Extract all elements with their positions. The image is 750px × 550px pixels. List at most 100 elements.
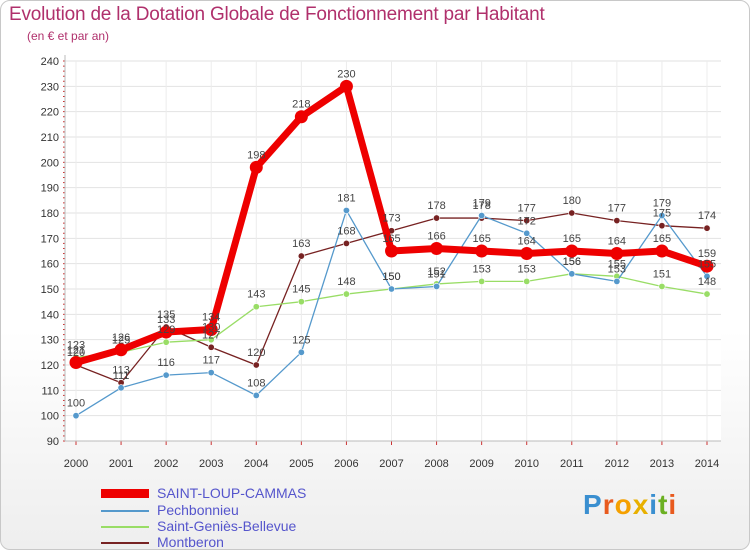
legend-label: Montberon [157,534,224,550]
data-label: 164 [608,236,626,248]
y-tick-label: 130 [41,335,59,347]
data-point [297,348,305,356]
y-tick-label: 170 [41,233,59,245]
data-point [162,338,170,346]
y-tick-label: 190 [41,183,59,195]
data-point [478,212,486,220]
data-point [297,298,305,306]
data-label: 163 [292,238,310,250]
y-tick-label: 150 [41,284,59,296]
data-label: 120 [247,347,265,359]
data-label: 173 [382,213,400,225]
x-tick-label: 2003 [199,458,223,470]
data-point [159,325,173,339]
data-point [385,244,398,258]
data-label: 153 [518,263,536,275]
data-point [207,336,215,344]
data-label: 113 [112,365,130,377]
data-label: 108 [247,377,265,389]
data-point [658,222,666,230]
data-point [162,371,170,379]
data-label: 125 [112,334,130,346]
y-tick-label: 220 [41,107,59,119]
data-label: 148 [337,276,355,288]
data-point [523,229,531,237]
data-point [568,209,576,217]
logo-letter: i [649,489,659,520]
data-label: 151 [653,268,671,280]
data-label: 130 [202,322,220,334]
data-point [342,206,350,214]
data-label: 148 [698,276,716,288]
data-label: 134 [202,312,220,324]
data-point [520,247,534,261]
data-label: 150 [382,271,400,283]
data-label: 120 [67,347,85,359]
data-label: 143 [247,289,265,301]
logo-letter: x [632,489,650,520]
x-tick-label: 2012 [605,458,629,470]
data-label: 165 [472,233,490,245]
data-label: 165 [563,233,581,245]
data-point [69,355,83,369]
y-tick-label: 230 [41,81,59,93]
data-label: 218 [292,99,310,111]
data-point [252,391,260,399]
data-point [117,384,125,392]
data-point [252,361,260,369]
data-label: 177 [608,203,626,215]
data-point [294,110,308,124]
x-tick-label: 2013 [650,458,674,470]
data-label: 181 [337,192,355,204]
data-point [658,212,666,220]
logo-letter: P [583,489,603,520]
data-label: 133 [157,314,175,326]
data-label: 123 [67,339,85,351]
legend-label: Pechbonnieu [157,502,239,518]
y-tick-label: 240 [41,56,59,68]
x-tick-label: 2007 [379,458,403,470]
data-point [207,343,215,351]
x-tick-label: 2011 [560,458,584,470]
legend-swatch [101,526,149,528]
data-label: 178 [427,200,445,212]
data-point [523,277,531,285]
chart-title: Evolution de la Dotation Globale de Fonc… [9,4,545,25]
data-point [430,241,444,255]
data-label: 117 [202,355,220,367]
data-label: 175 [653,208,671,220]
data-point [252,303,260,311]
logo-letter: o [614,489,633,520]
data-label: 156 [563,256,581,268]
data-point [568,270,576,278]
x-tick-label: 2008 [424,458,448,470]
data-label: 180 [563,195,581,207]
data-label: 165 [653,233,671,245]
data-label: 164 [518,236,536,248]
data-label: 174 [698,210,716,222]
x-tick-label: 2004 [244,458,268,470]
data-point [703,224,711,232]
y-tick-label: 90 [47,436,59,448]
data-label: 153 [472,263,490,275]
y-tick-label: 140 [41,309,59,321]
data-point [703,272,711,280]
y-tick-label: 100 [41,411,59,423]
data-point [433,282,441,290]
logo-letter: t [658,489,669,520]
data-label: 177 [518,203,536,215]
data-label: 100 [67,398,85,410]
data-label: 150 [382,271,400,283]
data-point [610,247,624,261]
y-tick-label: 160 [41,259,59,271]
data-point [523,217,531,225]
data-label: 116 [157,357,175,369]
data-label: 178 [472,200,490,212]
data-label: 168 [337,225,355,237]
x-tick-label: 2009 [469,458,493,470]
chart-subtitle: (en € et par an) [27,29,110,43]
data-label: 198 [247,149,265,161]
data-label: 129 [157,324,175,336]
data-label: 155 [698,258,716,270]
